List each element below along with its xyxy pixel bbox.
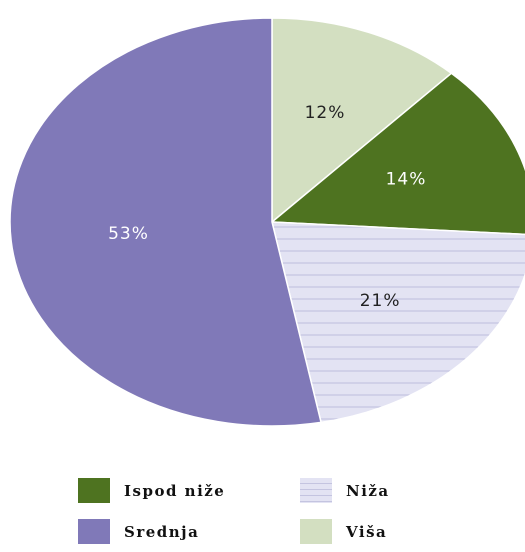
legend-label-ispod-nize: Ispod niže [124,481,226,500]
legend-label-visa: Viša [346,522,388,541]
legend-swatch-visa [300,519,332,544]
legend-label-niza: Niža [346,481,390,500]
pie-slice-ispod-nize [270,72,525,236]
legend-item-niza: Niža [300,470,490,511]
legend-item-visa: Viša [300,511,490,552]
pie-plot-area: 12% 14% 21% 53% [9,17,525,427]
pie-slices [9,17,525,427]
pie-label-visa: 12% [305,103,346,123]
pie-slice-labels: 12% 14% 21% 53% [108,103,427,311]
legend-label-srednja: Srednja [124,522,200,541]
pie-label-niza: 21% [360,291,401,311]
legend-swatch-niza [300,478,332,503]
legend-item-ispod-nize: Ispod niže [78,470,300,511]
pie-slice-visa [271,17,453,224]
pie-slice-niza [271,221,525,424]
legend: Ispod niže Niža Srednja Viša [78,470,498,544]
legend-swatch-ispod-nize [78,478,110,503]
pie-slice-srednja [9,17,323,427]
legend-swatch-srednja [78,519,110,544]
pie-label-srednja: 53% [108,224,149,244]
pie-chart: 12% 14% 21% 53% Ispod niže Niža Srednja Viš… [9,17,525,544]
pie-label-ispod-nize: 14% [386,169,427,189]
legend-item-srednja: Srednja [78,511,300,552]
